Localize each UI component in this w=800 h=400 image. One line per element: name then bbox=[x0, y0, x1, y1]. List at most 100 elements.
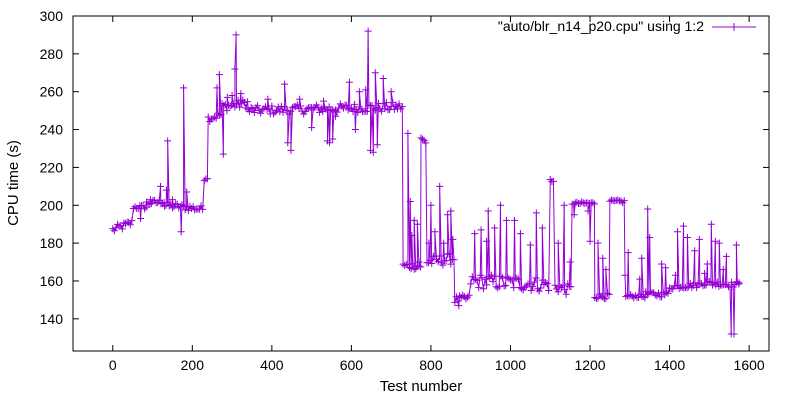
data-point bbox=[502, 281, 510, 289]
data-point bbox=[473, 276, 481, 284]
data-point bbox=[404, 129, 412, 137]
series-line bbox=[112, 31, 740, 335]
data-point bbox=[237, 90, 245, 98]
data-point bbox=[343, 101, 351, 109]
data-point bbox=[362, 86, 370, 94]
data-point bbox=[503, 216, 511, 224]
data-point bbox=[464, 293, 472, 301]
data-point bbox=[398, 103, 406, 111]
data-point bbox=[409, 260, 417, 268]
data-point bbox=[691, 279, 699, 287]
data-point bbox=[316, 108, 324, 116]
data-point bbox=[126, 221, 134, 229]
data-point bbox=[309, 105, 317, 113]
data-point bbox=[669, 285, 677, 293]
data-point bbox=[483, 281, 491, 289]
data-point bbox=[602, 294, 610, 302]
data-point bbox=[344, 106, 352, 114]
data-point bbox=[274, 103, 282, 111]
data-point bbox=[447, 260, 455, 268]
data-point bbox=[521, 283, 529, 291]
data-point bbox=[232, 31, 240, 39]
data-point bbox=[447, 207, 455, 215]
data-point bbox=[672, 271, 680, 279]
data-point bbox=[236, 103, 244, 111]
data-point bbox=[326, 139, 334, 147]
data-point bbox=[590, 200, 598, 208]
data-point bbox=[666, 284, 674, 292]
data-point bbox=[499, 274, 507, 282]
data-point bbox=[475, 284, 483, 292]
data-point bbox=[527, 286, 535, 294]
data-point bbox=[538, 224, 546, 232]
data-point bbox=[257, 109, 265, 117]
data-point bbox=[465, 291, 473, 299]
data-point bbox=[695, 235, 703, 243]
data-point bbox=[401, 262, 409, 270]
data-point bbox=[483, 237, 491, 245]
data-point bbox=[413, 220, 421, 228]
data-point bbox=[370, 105, 378, 113]
data-point bbox=[701, 269, 709, 277]
data-point bbox=[514, 275, 522, 283]
data-point bbox=[535, 287, 543, 295]
data-point bbox=[180, 202, 188, 210]
legend: "auto/blr_n14_p20.cpu" using 1:2 bbox=[498, 18, 756, 34]
data-point bbox=[120, 219, 128, 227]
data-point bbox=[155, 196, 163, 204]
y-tick-label: 180 bbox=[40, 235, 64, 251]
y-axis: 140 160 180 200 220 240 260 280 300 bbox=[40, 8, 769, 327]
data-point bbox=[330, 107, 338, 115]
data-point bbox=[556, 283, 564, 291]
data-point bbox=[653, 292, 661, 300]
data-point bbox=[562, 290, 570, 298]
data-point bbox=[263, 105, 271, 113]
data-point bbox=[478, 274, 486, 282]
data-point bbox=[567, 283, 575, 291]
data-point bbox=[516, 230, 524, 238]
plot-frame bbox=[72, 15, 770, 352]
data-point bbox=[454, 297, 462, 305]
data-point bbox=[559, 281, 567, 289]
data-point bbox=[308, 124, 316, 132]
data-point bbox=[199, 205, 207, 213]
data-point bbox=[333, 108, 341, 116]
y-tick-label: 260 bbox=[40, 84, 64, 100]
y-axis-label: CPU time (s) bbox=[5, 140, 22, 226]
x-tick-label: 1000 bbox=[495, 357, 526, 373]
data-point bbox=[635, 293, 643, 301]
data-point bbox=[219, 150, 227, 158]
data-point bbox=[303, 105, 311, 113]
data-point bbox=[240, 99, 248, 107]
data-point bbox=[543, 280, 551, 288]
data-point bbox=[387, 88, 395, 96]
data-point bbox=[392, 101, 400, 109]
data-point bbox=[147, 200, 155, 208]
data-point bbox=[354, 109, 362, 117]
data-point bbox=[197, 202, 205, 210]
data-point bbox=[691, 247, 699, 255]
data-point bbox=[363, 107, 371, 115]
data-point bbox=[444, 250, 452, 258]
data-point bbox=[168, 204, 176, 212]
data-point bbox=[602, 266, 610, 274]
data-point bbox=[600, 295, 608, 303]
data-point bbox=[586, 199, 594, 207]
data-point bbox=[693, 284, 701, 292]
data-point bbox=[293, 101, 301, 109]
data-point bbox=[329, 135, 337, 143]
data-point bbox=[639, 292, 647, 300]
data-point bbox=[244, 98, 252, 106]
data-point bbox=[658, 260, 666, 268]
data-point bbox=[451, 298, 459, 306]
data-point bbox=[592, 295, 600, 303]
data-point bbox=[491, 272, 499, 280]
data-point bbox=[379, 74, 387, 82]
series-layer bbox=[109, 27, 743, 338]
data-point bbox=[570, 211, 578, 219]
data-point bbox=[471, 275, 479, 283]
data-point bbox=[215, 111, 223, 119]
data-point bbox=[571, 199, 579, 207]
data-point bbox=[175, 204, 183, 212]
data-point bbox=[636, 275, 644, 283]
